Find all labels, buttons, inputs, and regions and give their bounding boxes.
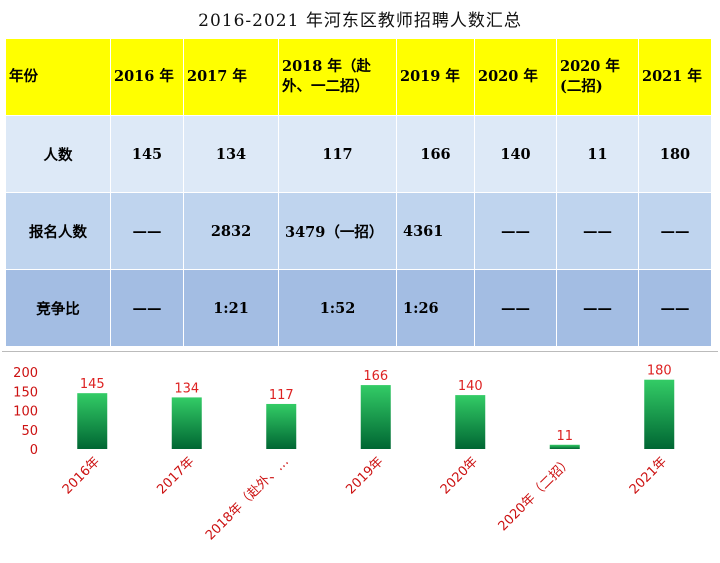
- y-tick-label: 200: [13, 366, 38, 381]
- row-label: 报名人数: [5, 192, 111, 270]
- bar: [266, 403, 297, 449]
- header-cell: 2020 年(二招): [556, 38, 639, 116]
- x-tick-label: 2020年（二招）: [496, 454, 576, 534]
- bar: [549, 444, 580, 449]
- table-cell: 2832: [183, 192, 279, 270]
- bar: [171, 397, 202, 449]
- table-row: 报名人数 —— 2832 3479（一招） 4361 —— —— ——: [5, 192, 712, 270]
- table-cell: 134: [183, 115, 279, 193]
- header-cell: 2021 年: [638, 38, 712, 116]
- data-label: 117: [269, 388, 294, 403]
- data-label: 180: [647, 364, 672, 379]
- table-cell: 145: [110, 115, 184, 193]
- table-row: 竞争比 —— 1:21 1:52 1:26 —— —— ——: [5, 269, 712, 347]
- table-cell: 1:52: [278, 269, 397, 347]
- x-axis: 2016年 2017年 2018年（赴外、… 2019年 2020年 2020年（二招） 2…: [60, 454, 670, 543]
- bar: [455, 395, 486, 449]
- y-tick-label: 50: [21, 424, 38, 439]
- table-row: 人数 145 134 117 166 140 11 180: [5, 115, 712, 193]
- data-label: 145: [80, 377, 105, 392]
- header-cell: 2020 年: [474, 38, 557, 116]
- y-tick-label: 150: [13, 385, 38, 400]
- table-cell: 11: [556, 115, 639, 193]
- y-tick-label: 0: [30, 443, 38, 458]
- bar: [77, 393, 108, 449]
- bar: [644, 379, 675, 449]
- table-cell: ——: [474, 269, 557, 347]
- y-tick-label: 100: [13, 405, 38, 420]
- summary-table: 年份 2016 年 2017 年 2018 年（赴外、一二招） 2019 年 2…: [5, 38, 712, 347]
- row-label: 人数: [5, 115, 111, 193]
- data-label: 134: [174, 381, 199, 396]
- table-cell: 3479（一招）: [278, 192, 397, 270]
- section-divider: [2, 351, 718, 352]
- table-cell: ——: [110, 269, 184, 347]
- data-label: 11: [556, 429, 573, 444]
- table-cell: ——: [638, 269, 712, 347]
- page-title: 2016-2021 年河东区教师招聘人数汇总: [198, 11, 522, 31]
- y-axis: 0 50 100 150 200: [13, 366, 38, 458]
- header-cell: 2018 年（赴外、一二招）: [278, 38, 397, 116]
- header-cell: 2017 年: [183, 38, 279, 116]
- data-labels: 145 134 117 166 140 11 180: [80, 364, 672, 444]
- table-cell: ——: [110, 192, 184, 270]
- table-cell: 180: [638, 115, 712, 193]
- header-cell: 2019 年: [396, 38, 475, 116]
- table-cell: ——: [474, 192, 557, 270]
- x-tick-label: 2019年: [343, 454, 386, 497]
- table-cell: ——: [556, 192, 639, 270]
- header-cell: 2016 年: [110, 38, 184, 116]
- table-cell: 1:26: [396, 269, 475, 347]
- table-cell: 117: [278, 115, 397, 193]
- table-cell: 140: [474, 115, 557, 193]
- bar: [360, 385, 391, 449]
- bar-series: [77, 379, 675, 449]
- x-tick-label: 2018年（赴外、…: [203, 454, 292, 543]
- data-label: 140: [458, 379, 483, 394]
- header-cell: 年份: [5, 38, 111, 116]
- x-tick-label: 2021年: [627, 454, 670, 497]
- x-tick-label: 2016年: [60, 454, 103, 497]
- x-tick-label: 2017年: [154, 454, 197, 497]
- table-header-row: 年份 2016 年 2017 年 2018 年（赴外、一二招） 2019 年 2…: [5, 38, 712, 116]
- x-tick-label: 2020年: [438, 454, 481, 497]
- row-label: 竞争比: [5, 269, 111, 347]
- bar-chart: 0 50 100 150 200 145 134 117 166 140 11 180 2016年 2…: [0, 352, 720, 559]
- table-cell: 1:21: [183, 269, 279, 347]
- table-cell: 166: [396, 115, 475, 193]
- table-cell: 4361: [396, 192, 475, 270]
- table-cell: ——: [556, 269, 639, 347]
- data-label: 166: [363, 369, 388, 384]
- table-cell: ——: [638, 192, 712, 270]
